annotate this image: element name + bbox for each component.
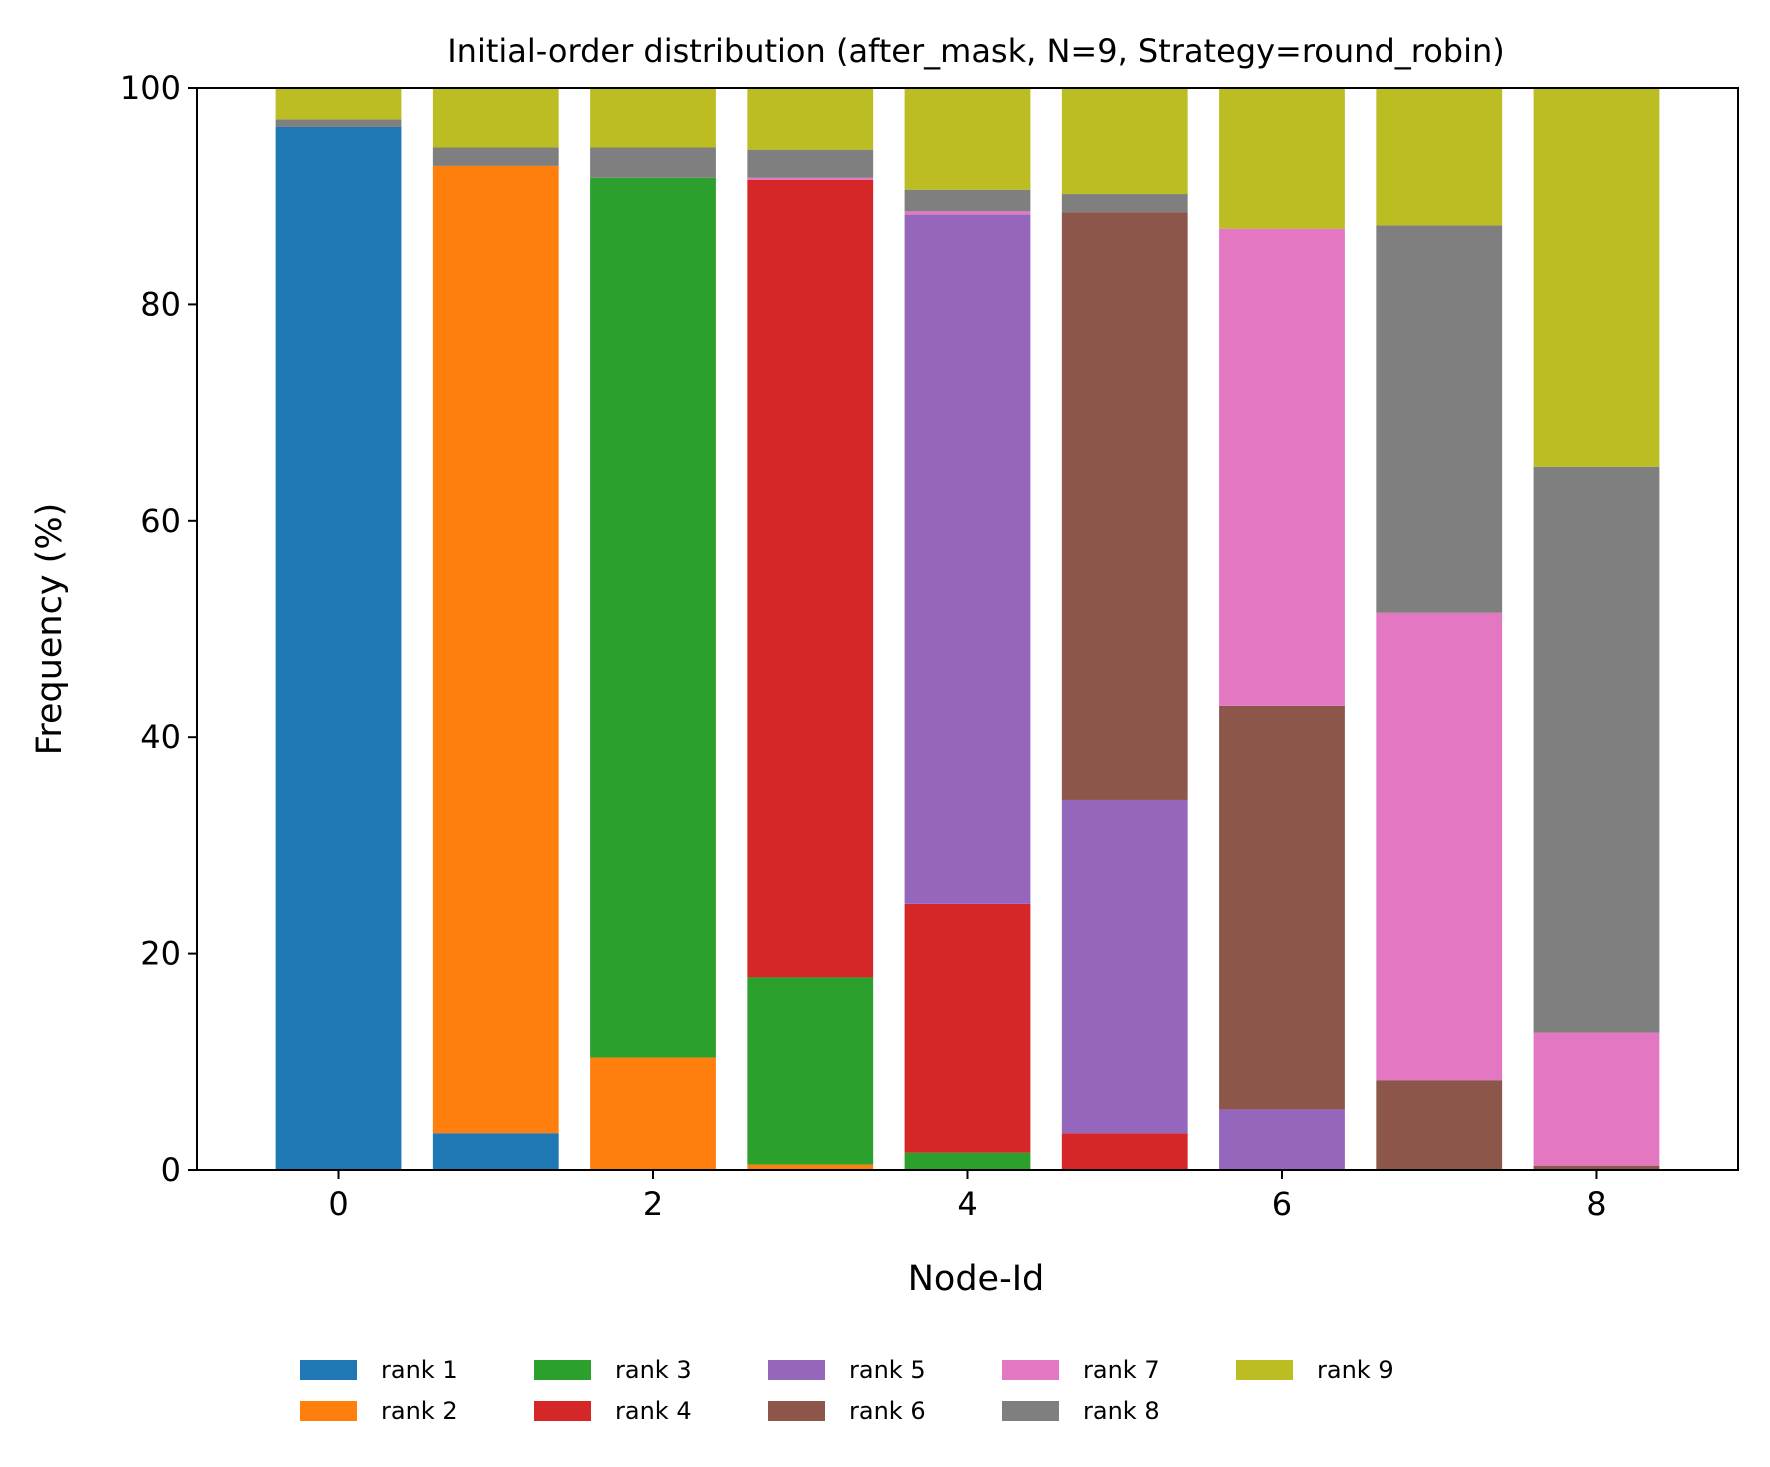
bar-segment-node-3-rank-8 [747,149,874,178]
legend-item-rank-8: rank 8 [1002,1397,1160,1425]
bar-segment-node-7-rank-7 [1376,612,1503,1081]
legend-label: rank 2 [381,1397,458,1425]
bar-segment-node-2-rank-3 [590,177,716,1058]
bar-segment-node-2-rank-2 [590,1057,716,1170]
legend-label: rank 5 [849,1356,926,1384]
bar-segment-node-7-rank-6 [1376,1080,1503,1170]
y-tick-label: 0 [161,1151,181,1189]
bar-segment-node-3-rank-4 [747,179,874,978]
legend-swatch [1002,1360,1059,1380]
legend-label: rank 6 [849,1397,926,1425]
bar-segment-node-8-rank-9 [1533,88,1660,467]
y-tick-label: 20 [140,935,181,973]
legend-item-rank-3: rank 3 [534,1356,692,1384]
legend-swatch [300,1401,357,1421]
bar-segment-node-7-rank-9 [1376,88,1503,226]
bar-segment-node-6-rank-7 [1219,228,1345,706]
bar-segment-node-7-rank-8 [1376,225,1503,613]
bar-segment-node-2-rank-8 [590,147,716,178]
bar-segment-node-8-rank-8 [1533,466,1660,1033]
bar-segment-node-1-rank-9 [432,88,559,148]
legend-swatch [300,1360,357,1380]
legend-swatch [534,1401,591,1421]
x-tick-label: 2 [643,1185,663,1223]
legend-item-rank-9: rank 9 [1236,1356,1394,1384]
x-tick-label: 0 [328,1185,348,1223]
y-axis-label: Frequency (%) [30,503,70,756]
x-tick-label: 4 [957,1185,977,1223]
legend-label: rank 7 [1083,1356,1160,1384]
legend-item-rank-5: rank 5 [768,1356,926,1384]
bar-segment-node-6-rank-5 [1219,1109,1345,1170]
x-tick-label: 6 [1272,1185,1292,1223]
legend-swatch [768,1401,825,1421]
legend-label: rank 1 [381,1356,458,1384]
y-tick-label: 80 [140,285,181,323]
bar-segment-node-1-rank-8 [432,147,559,166]
bar-segment-node-5-rank-4 [1061,1133,1188,1170]
bar-segment-node-3-rank-3 [747,977,874,1165]
bar-segment-node-0-rank-1 [275,126,402,1171]
legend: rank 1 rank 2 rank 3 rank 4 rank 5 rank 6 rank… [300,1356,1394,1425]
bar-segment-node-4-rank-8 [904,189,1031,212]
bar-segment-node-6-rank-6 [1219,705,1345,1110]
x-axis: 0 2 4 6 8 [328,1170,1607,1223]
bar-segment-node-4-rank-4 [904,903,1031,1153]
bars-layer [275,88,1660,1171]
bar-segment-node-8-rank-6 [1533,1165,1660,1170]
bar-segment-node-5-rank-8 [1061,194,1188,213]
legend-label: rank 4 [615,1397,692,1425]
legend-item-rank-4: rank 4 [534,1397,692,1425]
bar-segment-node-3-rank-7 [747,177,874,180]
y-tick-label: 60 [140,502,181,540]
legend-item-rank-7: rank 7 [1002,1356,1160,1384]
bar-segment-node-1-rank-1 [432,1133,559,1170]
bar-segment-node-5-rank-5 [1061,799,1188,1134]
y-axis: 0 20 40 60 80 100 [120,69,197,1189]
bar-segment-node-4-rank-9 [904,88,1031,190]
bar-segment-node-3-rank-2 [747,1164,874,1170]
bar-segment-node-1-rank-2 [432,165,559,1134]
bar-segment-node-5-rank-6 [1061,212,1188,800]
bar-segment-node-5-rank-9 [1061,88,1188,195]
y-tick-label: 100 [120,69,181,107]
legend-item-rank-6: rank 6 [768,1397,926,1425]
legend-swatch [1236,1360,1293,1380]
bar-segment-node-6-rank-9 [1219,88,1345,229]
bar-segment-node-0-rank-9 [275,88,402,120]
y-tick-label: 40 [140,718,181,756]
chart-title: Initial-order distribution (after_mask, … [447,32,1505,70]
x-axis-label: Node-Id [908,1259,1045,1299]
legend-label: rank 9 [1317,1356,1394,1384]
bar-segment-node-4-rank-5 [904,214,1031,904]
bar-segment-node-2-rank-9 [590,88,716,148]
bar-segment-node-8-rank-7 [1533,1032,1660,1166]
legend-label: rank 3 [615,1356,692,1384]
bar-segment-node-4-rank-7 [904,211,1031,215]
bar-segment-node-0-rank-8 [275,119,402,127]
legend-item-rank-2: rank 2 [300,1397,458,1425]
legend-swatch [534,1360,591,1380]
legend-swatch [768,1360,825,1380]
legend-label: rank 8 [1083,1397,1160,1425]
bar-segment-node-3-rank-9 [747,88,874,150]
legend-swatch [1002,1401,1059,1421]
legend-item-rank-1: rank 1 [300,1356,458,1384]
bar-segment-node-4-rank-3 [904,1152,1031,1170]
x-tick-label: 8 [1586,1185,1606,1223]
